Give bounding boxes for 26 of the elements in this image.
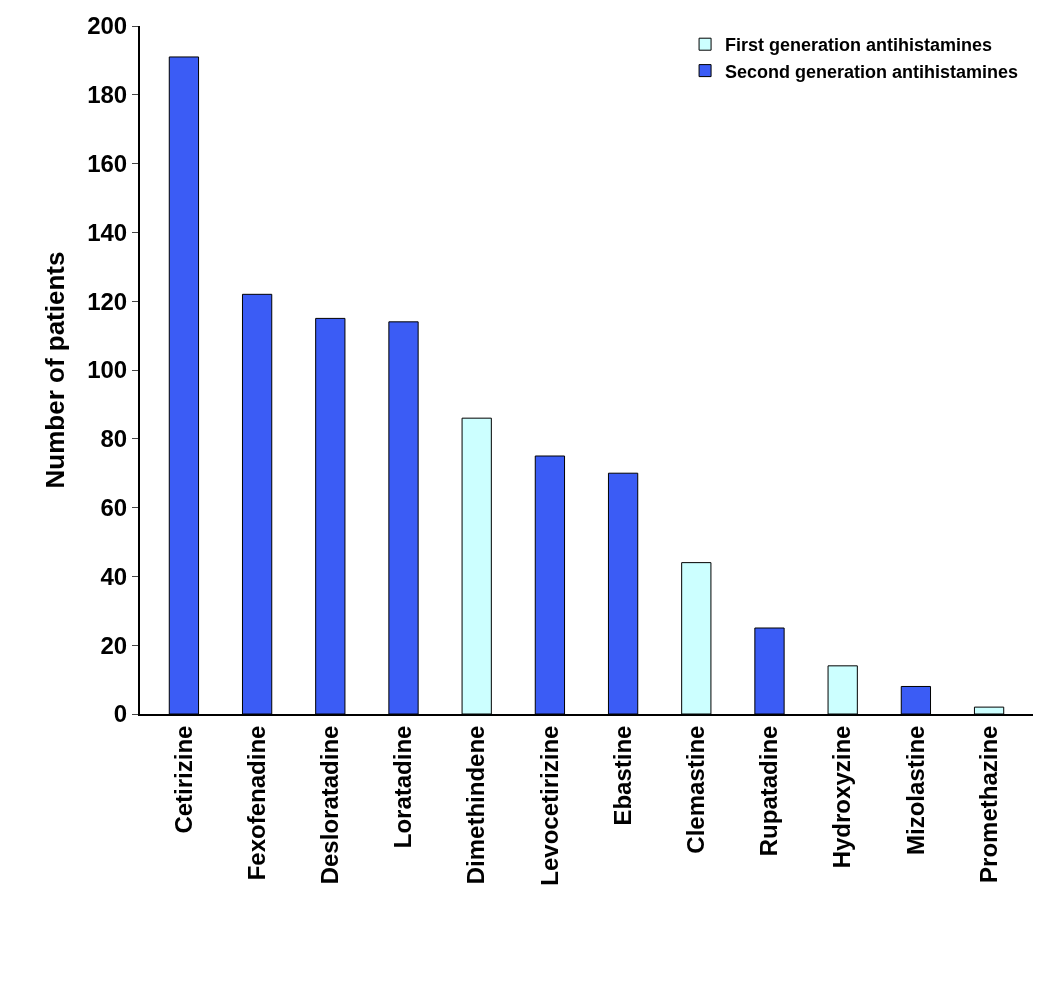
- x-tick-label: Ebastine: [608, 725, 636, 826]
- x-tick-label: Dimethindene: [462, 725, 490, 885]
- y-tick-label: 100: [87, 356, 128, 384]
- x-tick-label: Cetirizine: [169, 725, 197, 834]
- x-tick-label: Levocetirizine: [535, 725, 563, 886]
- legend-label: First generation antihistamines: [725, 35, 993, 56]
- x-tick-label: Rupatadine: [755, 725, 783, 857]
- x-tick-label: Mizolastine: [901, 725, 929, 855]
- x-tick-label: Hydroxyzine: [828, 725, 856, 869]
- y-tick-label: 200: [87, 12, 128, 40]
- y-tick-label: 20: [100, 631, 128, 659]
- y-tick-label: 140: [87, 218, 128, 246]
- x-tick-label: Desloratadine: [316, 725, 344, 885]
- x-tick-label: Loratadine: [389, 725, 417, 849]
- y-tick-label: 0: [113, 700, 128, 728]
- x-tick-label: Clemastine: [682, 725, 710, 854]
- y-tick-label: 180: [87, 81, 128, 109]
- y-tick-label: 60: [100, 494, 128, 521]
- x-tick-label: Promethazine: [974, 725, 1002, 883]
- legend-label: Second generation antihistamines: [725, 61, 1019, 82]
- y-tick-label: 80: [100, 425, 128, 453]
- y-tick-label: 40: [100, 562, 128, 590]
- y-tick-label: 160: [87, 150, 128, 177]
- y-tick-label: 120: [87, 287, 128, 315]
- x-tick-label: Fexofenadine: [242, 725, 270, 881]
- y-axis-title: Number of patients: [40, 251, 71, 489]
